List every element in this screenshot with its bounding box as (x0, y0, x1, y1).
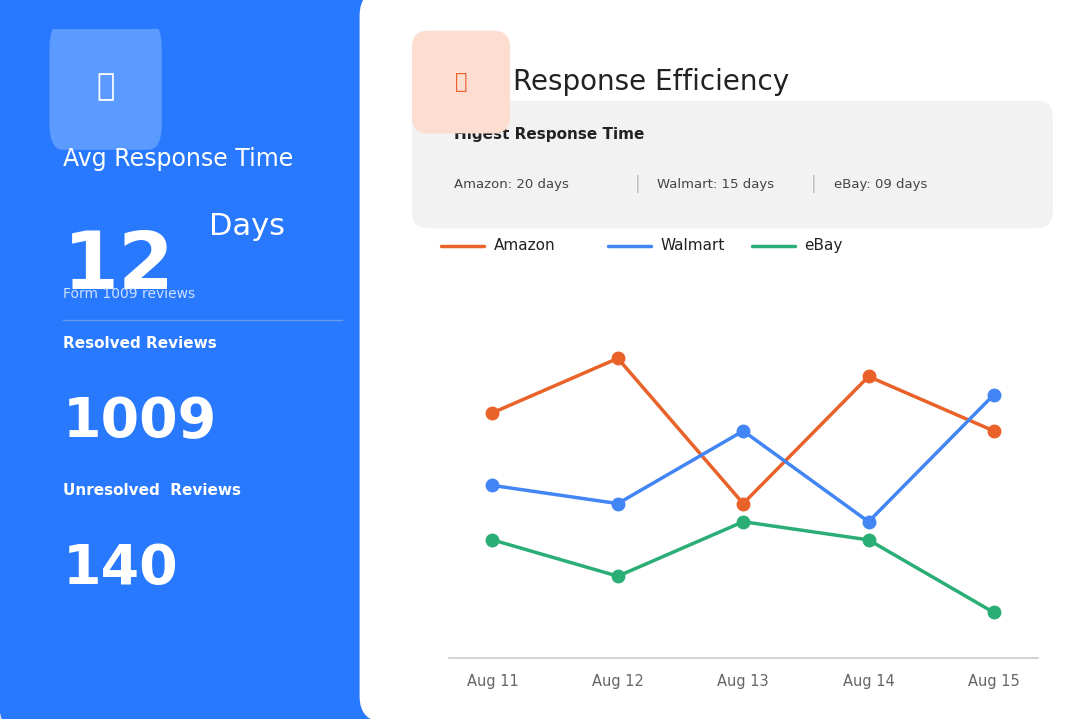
Text: 💬: 💬 (455, 72, 467, 92)
FancyBboxPatch shape (0, 0, 408, 719)
Text: |: | (812, 175, 817, 193)
Text: Amazon: Amazon (494, 239, 556, 254)
Text: Amazon: 20 days: Amazon: 20 days (454, 178, 570, 191)
Text: Form 1009 reviews: Form 1009 reviews (63, 287, 196, 301)
FancyBboxPatch shape (412, 101, 1053, 229)
Text: 1009: 1009 (63, 395, 217, 449)
Text: 12: 12 (63, 229, 175, 306)
Text: Walmart: 15 days: Walmart: 15 days (657, 178, 774, 191)
Text: Response Efficiency: Response Efficiency (513, 68, 789, 96)
Text: Higest Response Time: Higest Response Time (454, 127, 644, 142)
Text: Walmart: Walmart (660, 239, 725, 254)
Text: |: | (635, 175, 640, 193)
Text: Days: Days (210, 212, 285, 241)
Text: Unresolved  Reviews: Unresolved Reviews (63, 483, 241, 498)
Text: ⌛: ⌛ (96, 72, 115, 101)
Text: 140: 140 (63, 542, 178, 596)
Text: Avg Response Time: Avg Response Time (63, 147, 293, 170)
Text: eBay: 09 days: eBay: 09 days (833, 178, 927, 191)
Text: eBay: eBay (804, 239, 843, 254)
Text: Resolved Reviews: Resolved Reviews (63, 336, 217, 352)
FancyBboxPatch shape (360, 0, 1081, 719)
FancyBboxPatch shape (50, 22, 162, 150)
FancyBboxPatch shape (412, 31, 510, 134)
